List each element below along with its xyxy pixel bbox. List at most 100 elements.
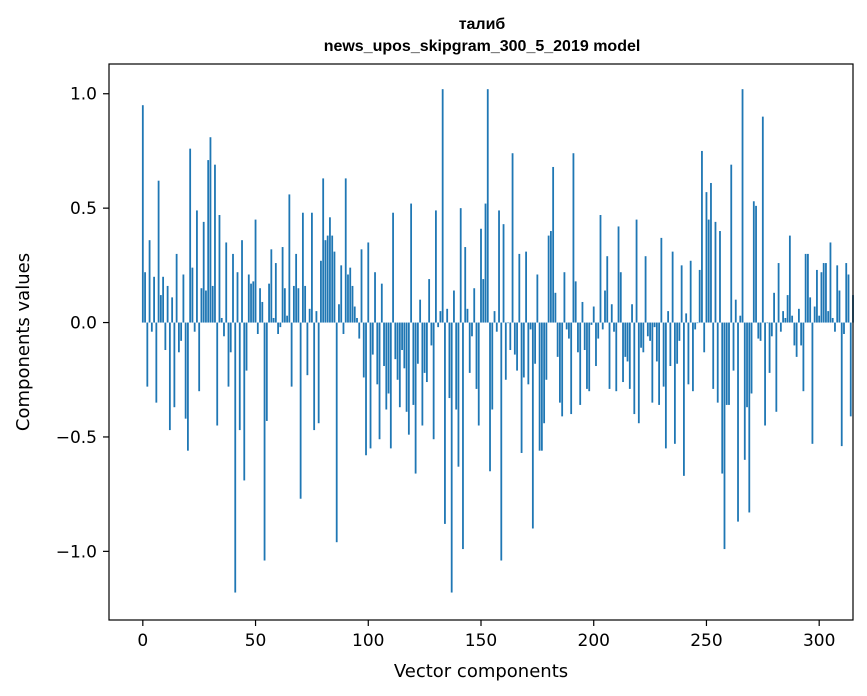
bar [279, 322, 282, 328]
bar [471, 322, 473, 337]
bar [746, 322, 748, 408]
bar [205, 290, 207, 323]
bar [401, 322, 403, 351]
x-axis: 0 50 100 150 200 250 300 [137, 620, 835, 651]
bar [676, 322, 679, 364]
bar [311, 212, 313, 323]
bar [189, 148, 192, 323]
bar [739, 315, 742, 323]
bar [338, 304, 340, 323]
bar [159, 295, 162, 323]
bar [644, 256, 647, 323]
bar [822, 263, 825, 323]
bar [252, 281, 255, 323]
bar [773, 292, 775, 323]
bar [516, 322, 518, 371]
bar [779, 322, 782, 332]
bar [367, 242, 370, 323]
bar [795, 322, 798, 357]
bar [394, 322, 397, 360]
bar [820, 272, 823, 323]
bar [243, 322, 246, 481]
bar [164, 322, 167, 351]
bar [816, 269, 818, 323]
bar [703, 322, 706, 353]
bar [768, 322, 771, 373]
bar [554, 292, 557, 323]
bar [559, 322, 561, 403]
bar [583, 322, 586, 351]
bar [193, 322, 196, 332]
bar [507, 322, 509, 324]
bar [545, 322, 548, 380]
bar [187, 322, 189, 451]
bar [588, 322, 591, 392]
bar [525, 251, 527, 323]
bar [595, 322, 597, 367]
bar [299, 322, 302, 499]
bar [180, 322, 183, 341]
bar [791, 315, 794, 323]
bar [241, 240, 243, 323]
bar [356, 317, 358, 323]
bar [547, 235, 550, 323]
bar [308, 308, 311, 323]
bar [320, 260, 322, 323]
bar [144, 272, 146, 323]
bar [845, 263, 848, 323]
bar [340, 265, 343, 323]
bar [200, 288, 203, 323]
bar [748, 322, 751, 513]
bar [737, 322, 739, 522]
bar [198, 322, 201, 392]
bar [622, 322, 624, 383]
bar [414, 322, 417, 474]
bar [561, 322, 564, 417]
bar [232, 253, 234, 323]
bar [423, 322, 426, 373]
bar [360, 249, 363, 323]
bar [369, 322, 372, 449]
x-tick-label: 300 [803, 631, 835, 651]
bar [581, 301, 584, 323]
bar [840, 322, 843, 447]
bar [829, 242, 832, 323]
bar [342, 322, 345, 334]
bar [843, 322, 845, 334]
bar [615, 322, 618, 392]
bar [513, 322, 516, 355]
bar [329, 217, 331, 323]
bar [421, 322, 424, 426]
bar [770, 322, 773, 337]
bar [207, 160, 210, 323]
bar [466, 308, 469, 323]
bar [493, 311, 496, 323]
bar [380, 283, 383, 323]
bar [387, 322, 390, 394]
bar [392, 212, 394, 323]
bar [177, 322, 180, 353]
bar [563, 272, 566, 323]
x-tick-label: 50 [245, 631, 267, 651]
bar [531, 322, 534, 529]
bar [301, 212, 304, 323]
bar [412, 322, 415, 405]
bar [698, 269, 701, 323]
bar [764, 322, 766, 426]
bar [256, 322, 259, 334]
bar [662, 322, 665, 387]
bar [565, 322, 568, 330]
bar [245, 322, 248, 371]
bar [534, 322, 537, 364]
bar [696, 322, 699, 324]
bar [694, 322, 697, 330]
bar [498, 210, 500, 323]
bar [784, 317, 787, 323]
bar [574, 281, 577, 323]
bar [491, 322, 494, 410]
bar [755, 205, 757, 323]
bar [157, 180, 160, 323]
bar [757, 322, 760, 339]
bar [173, 322, 176, 408]
bar [365, 322, 367, 456]
